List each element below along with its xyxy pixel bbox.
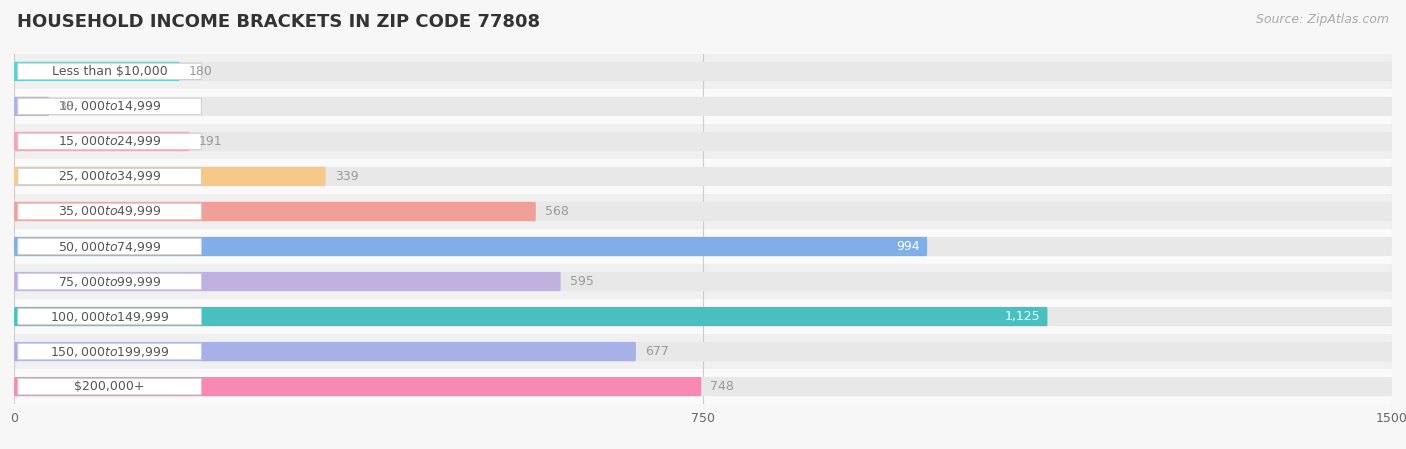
FancyBboxPatch shape: [14, 307, 1047, 326]
FancyBboxPatch shape: [14, 194, 1392, 229]
FancyBboxPatch shape: [14, 377, 1392, 396]
FancyBboxPatch shape: [18, 308, 201, 325]
FancyBboxPatch shape: [14, 299, 1392, 334]
Text: 191: 191: [198, 135, 222, 148]
Text: $150,000 to $199,999: $150,000 to $199,999: [49, 344, 169, 359]
Text: $100,000 to $149,999: $100,000 to $149,999: [49, 309, 169, 324]
FancyBboxPatch shape: [14, 272, 561, 291]
Text: 748: 748: [710, 380, 734, 393]
Text: 677: 677: [645, 345, 669, 358]
Text: 568: 568: [546, 205, 569, 218]
Text: 595: 595: [569, 275, 593, 288]
FancyBboxPatch shape: [14, 132, 190, 151]
FancyBboxPatch shape: [14, 167, 325, 186]
FancyBboxPatch shape: [14, 62, 180, 81]
Text: Less than $10,000: Less than $10,000: [52, 65, 167, 78]
FancyBboxPatch shape: [14, 342, 636, 361]
FancyBboxPatch shape: [18, 203, 201, 220]
FancyBboxPatch shape: [14, 229, 1392, 264]
FancyBboxPatch shape: [14, 342, 1392, 361]
FancyBboxPatch shape: [18, 343, 201, 360]
FancyBboxPatch shape: [14, 272, 1392, 291]
Text: $35,000 to $49,999: $35,000 to $49,999: [58, 204, 162, 219]
FancyBboxPatch shape: [18, 238, 201, 255]
FancyBboxPatch shape: [14, 62, 1392, 81]
Text: 38: 38: [58, 100, 75, 113]
FancyBboxPatch shape: [14, 159, 1392, 194]
FancyBboxPatch shape: [14, 202, 1392, 221]
FancyBboxPatch shape: [18, 63, 201, 79]
FancyBboxPatch shape: [18, 273, 201, 290]
FancyBboxPatch shape: [14, 264, 1392, 299]
FancyBboxPatch shape: [14, 307, 1392, 326]
Text: $10,000 to $14,999: $10,000 to $14,999: [58, 99, 162, 114]
FancyBboxPatch shape: [14, 369, 1392, 404]
FancyBboxPatch shape: [14, 237, 927, 256]
Text: $15,000 to $24,999: $15,000 to $24,999: [58, 134, 162, 149]
FancyBboxPatch shape: [18, 168, 201, 185]
FancyBboxPatch shape: [14, 167, 1392, 186]
Text: $75,000 to $99,999: $75,000 to $99,999: [58, 274, 162, 289]
Text: Source: ZipAtlas.com: Source: ZipAtlas.com: [1256, 13, 1389, 26]
Text: HOUSEHOLD INCOME BRACKETS IN ZIP CODE 77808: HOUSEHOLD INCOME BRACKETS IN ZIP CODE 77…: [17, 13, 540, 31]
FancyBboxPatch shape: [14, 97, 1392, 116]
FancyBboxPatch shape: [14, 377, 702, 396]
Text: 339: 339: [335, 170, 359, 183]
FancyBboxPatch shape: [14, 202, 536, 221]
FancyBboxPatch shape: [14, 89, 1392, 124]
FancyBboxPatch shape: [14, 97, 49, 116]
Text: $25,000 to $34,999: $25,000 to $34,999: [58, 169, 162, 184]
Text: $200,000+: $200,000+: [75, 380, 145, 393]
FancyBboxPatch shape: [18, 379, 201, 395]
FancyBboxPatch shape: [14, 132, 1392, 151]
FancyBboxPatch shape: [18, 133, 201, 150]
FancyBboxPatch shape: [14, 124, 1392, 159]
FancyBboxPatch shape: [18, 98, 201, 114]
Text: 994: 994: [896, 240, 920, 253]
Text: $50,000 to $74,999: $50,000 to $74,999: [58, 239, 162, 254]
Text: 1,125: 1,125: [1004, 310, 1040, 323]
FancyBboxPatch shape: [14, 54, 1392, 89]
FancyBboxPatch shape: [14, 334, 1392, 369]
FancyBboxPatch shape: [14, 237, 1392, 256]
Text: 180: 180: [188, 65, 212, 78]
